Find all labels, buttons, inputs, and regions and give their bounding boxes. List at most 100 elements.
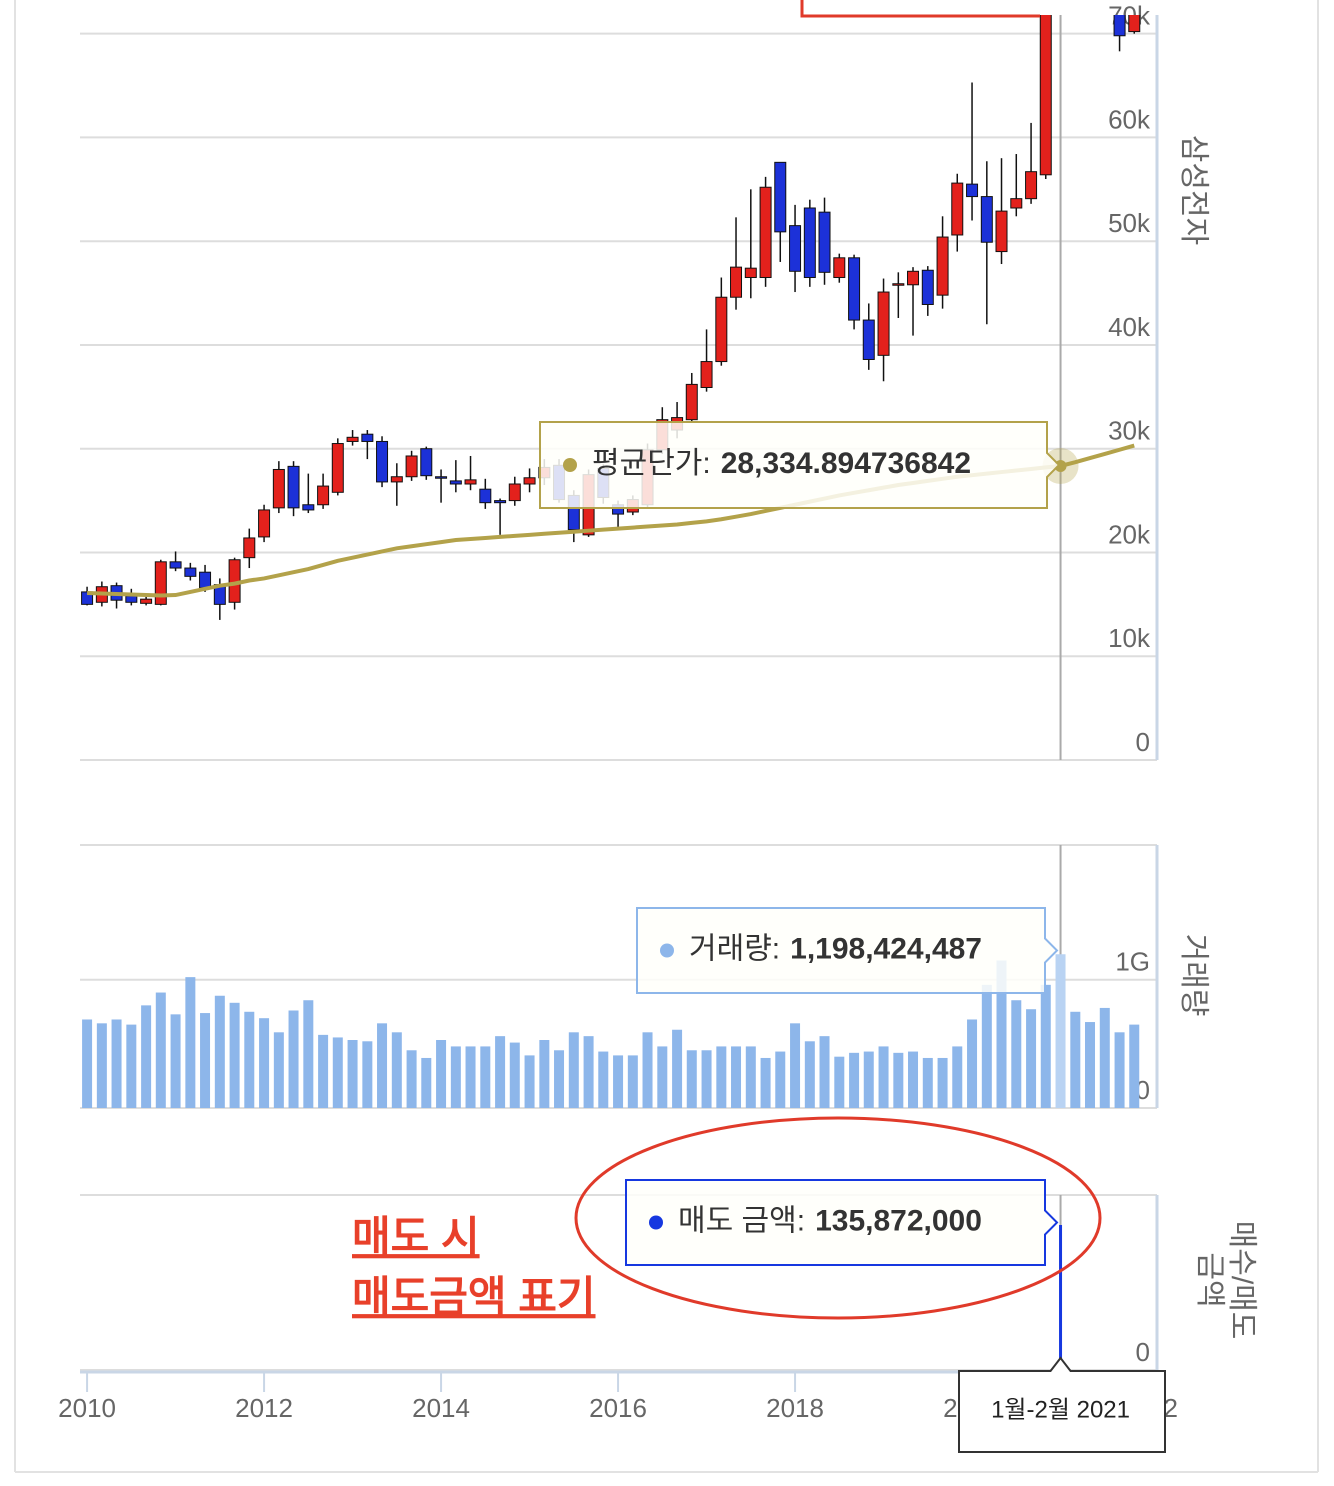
bar xyxy=(613,1055,624,1108)
overlay: 매도 시 매도금액 표기 xyxy=(352,0,1102,1320)
candle-body xyxy=(700,361,713,388)
bar xyxy=(893,1052,904,1108)
bar xyxy=(377,1023,388,1108)
bar xyxy=(391,1032,402,1108)
candle-body xyxy=(936,236,949,296)
highlight-ellipse xyxy=(574,1116,1102,1320)
bar xyxy=(790,1023,801,1108)
candle-body xyxy=(287,465,300,509)
y-tick-label: 0 xyxy=(1136,727,1150,757)
bar xyxy=(819,1036,830,1108)
bar xyxy=(141,1005,152,1108)
annotation: 매도 시 xyxy=(352,1213,480,1260)
tooltip-box xyxy=(636,907,1059,994)
candle-body xyxy=(494,500,507,504)
tooltip-box xyxy=(539,421,1061,509)
bar xyxy=(539,1040,550,1108)
bar xyxy=(200,1013,211,1108)
bar xyxy=(273,1032,284,1108)
bar xyxy=(849,1052,860,1108)
bar xyxy=(686,1050,697,1108)
bar xyxy=(863,1051,874,1108)
bar xyxy=(185,977,196,1108)
bar xyxy=(1099,1007,1110,1108)
bar xyxy=(421,1057,432,1108)
candle-body xyxy=(833,257,846,279)
bar xyxy=(96,1023,107,1108)
bar xyxy=(627,1055,638,1108)
bar xyxy=(1055,954,1066,1108)
tooltip-dot xyxy=(660,943,674,958)
candle-body xyxy=(744,267,757,279)
y-tick-label: 50k xyxy=(1108,208,1151,238)
candle-body xyxy=(523,477,536,485)
tooltip-text: 평균단가: 28,334.894736842 xyxy=(592,447,971,480)
candle-body xyxy=(272,468,285,509)
candle-body xyxy=(435,476,448,479)
bar xyxy=(834,1056,845,1108)
candle-body xyxy=(862,319,875,360)
crosshair-label-box xyxy=(958,1356,1166,1453)
bar xyxy=(524,1055,535,1108)
candle-body xyxy=(154,561,167,605)
x-tick-label: 2018 xyxy=(766,1393,824,1423)
y-tick-label: 10k xyxy=(1108,623,1151,653)
candle-body xyxy=(302,504,315,511)
candle-body xyxy=(449,480,462,485)
tooltip-text: 매도 금액: 135,872,000 xyxy=(678,1204,982,1237)
x-tick-label: 2016 xyxy=(589,1393,647,1423)
candle-body xyxy=(759,186,772,279)
tooltip-text: 거래량: 1,198,424,487 xyxy=(689,932,982,965)
candle-body xyxy=(346,436,359,442)
y-tick-label: 0 xyxy=(1136,1337,1150,1367)
bar xyxy=(229,1002,240,1108)
bar xyxy=(1129,1024,1140,1108)
crosshair-label: 1월-2월 2021 xyxy=(991,1396,1130,1423)
candle-body xyxy=(685,383,698,421)
bar xyxy=(362,1041,373,1108)
candle-body xyxy=(921,269,934,305)
candle-body xyxy=(243,537,256,559)
bar xyxy=(1040,984,1051,1108)
annotation: 매도금액 표기 xyxy=(352,1273,596,1320)
candle-body xyxy=(789,225,802,272)
bar xyxy=(332,1037,343,1108)
candle-body xyxy=(907,270,920,286)
candle-body xyxy=(966,183,979,198)
candle-body xyxy=(184,567,197,577)
bar xyxy=(1070,1011,1081,1108)
bar xyxy=(1085,1022,1096,1108)
bar xyxy=(554,1050,565,1108)
x-tick-label: 2014 xyxy=(412,1393,470,1423)
bar xyxy=(568,1032,579,1108)
bar xyxy=(509,1042,520,1108)
candle-body xyxy=(818,211,831,273)
candle-body xyxy=(730,266,743,298)
candle-body xyxy=(1025,171,1038,200)
y-axis-title: 삼성전자 xyxy=(1177,135,1210,245)
candle-body xyxy=(331,443,344,493)
candle-body xyxy=(464,479,477,485)
bar xyxy=(450,1046,461,1108)
candle-body xyxy=(877,291,890,356)
bar xyxy=(259,1018,270,1108)
candle-body xyxy=(980,196,993,243)
candle-body xyxy=(508,483,521,502)
bar xyxy=(82,1019,93,1108)
bar xyxy=(1114,1032,1125,1108)
y-axis-title: 거래량 xyxy=(1177,934,1210,1017)
candle-body xyxy=(199,571,212,589)
y-tick-label: 40k xyxy=(1108,312,1151,342)
bar xyxy=(1011,1000,1022,1108)
candle-body xyxy=(390,476,403,483)
bar xyxy=(775,1051,786,1108)
bar xyxy=(996,960,1007,1108)
bar xyxy=(155,992,166,1108)
bar xyxy=(952,1046,963,1108)
bar xyxy=(288,1010,299,1108)
bar xyxy=(878,1046,889,1108)
bar xyxy=(406,1050,417,1108)
bar xyxy=(701,1050,712,1108)
candle-body xyxy=(1039,15,1052,176)
